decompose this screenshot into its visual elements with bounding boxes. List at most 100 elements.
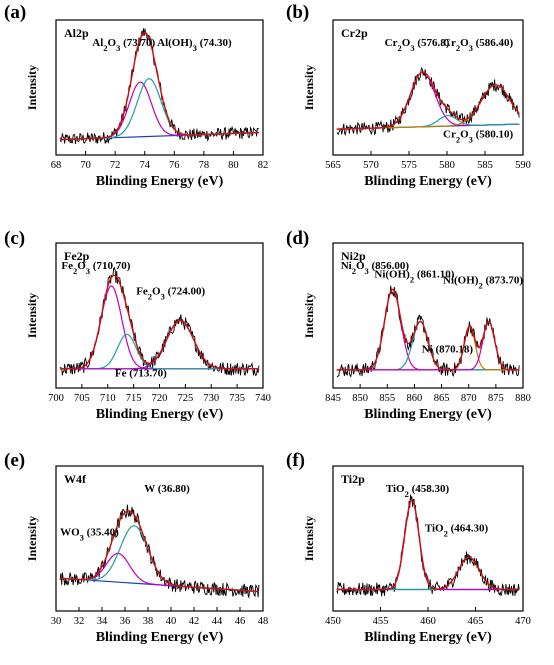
panel-label: (c) bbox=[4, 228, 25, 249]
peak-annotation-1: Al(OH)3 (74.30) bbox=[157, 37, 232, 53]
plot-frame bbox=[332, 242, 524, 389]
component-peak-1 bbox=[60, 333, 259, 370]
x-tick-label: 38 bbox=[143, 616, 154, 627]
x-axis-label: Blinding Energy (eV) bbox=[96, 407, 224, 422]
x-axis-label: Blinding Energy (eV) bbox=[364, 630, 492, 645]
x-tick-label: 565 bbox=[325, 160, 341, 171]
x-tick-label: 42 bbox=[189, 616, 200, 627]
fit-envelope-line bbox=[60, 510, 259, 593]
panel-5: (f) Ti2p 450 455 460 465 470 Blinding Energy (e… bbox=[286, 450, 531, 645]
x-tick-label: 72 bbox=[110, 160, 121, 171]
x-tick-label: 570 bbox=[363, 160, 379, 171]
x-tick-label: 70 bbox=[80, 160, 91, 171]
x-tick-label: 730 bbox=[203, 393, 219, 404]
x-tick-label: 845 bbox=[325, 393, 341, 404]
plot-frame bbox=[332, 19, 524, 156]
element-title: Fe2p bbox=[64, 249, 90, 263]
component-peak-0 bbox=[60, 552, 259, 593]
x-tick-label: 68 bbox=[51, 160, 62, 171]
panel-label: (e) bbox=[4, 450, 25, 471]
element-title: Ni2p bbox=[341, 249, 366, 263]
x-tick-label: 855 bbox=[379, 393, 395, 404]
plot-frame bbox=[55, 465, 264, 612]
element-title: W4f bbox=[64, 472, 87, 486]
x-tick-label: 82 bbox=[258, 160, 269, 171]
y-axis-label: Intensity bbox=[302, 516, 316, 561]
x-axis-label: Blinding Energy (eV) bbox=[96, 630, 224, 645]
panel-label: (b) bbox=[286, 2, 309, 23]
panel-0: (a) Al2p 68 70 72 74 76 78 80 82 Blinding Energy (… bbox=[4, 2, 268, 189]
peak-annotation-3: Ni(OH)2 (873.70) bbox=[443, 275, 523, 291]
y-axis-label: Intensity bbox=[302, 65, 316, 110]
raw-spectrum-line bbox=[336, 494, 520, 597]
x-tick-label: 30 bbox=[51, 616, 62, 627]
x-tick-label: 78 bbox=[199, 160, 210, 171]
peak-annotation-0: WO3 (35.40) bbox=[60, 526, 119, 542]
x-tick-label: 715 bbox=[126, 393, 142, 404]
peak-annotation-1: W (36.80) bbox=[144, 483, 190, 495]
x-tick-label: 74 bbox=[139, 160, 150, 171]
x-axis-label: Blinding Energy (eV) bbox=[364, 174, 492, 189]
component-peak-0 bbox=[336, 71, 520, 130]
element-title: Al2p bbox=[64, 26, 89, 40]
panel-4: (e) W4f 30 32 34 36 38 40 42 44 46 48 Blinding Energ… bbox=[4, 450, 268, 645]
x-tick-label: 450 bbox=[325, 616, 341, 627]
plot-frame bbox=[55, 19, 264, 156]
peak-annotation-0: Al2O3 (73.70) bbox=[92, 37, 155, 53]
x-tick-label: 32 bbox=[74, 616, 85, 627]
x-tick-label: 700 bbox=[48, 393, 64, 404]
element-title: Cr2p bbox=[341, 26, 368, 40]
x-tick-label: 585 bbox=[477, 160, 493, 171]
x-tick-label: 48 bbox=[258, 616, 269, 627]
peak-annotation-1: Ni(OH)2 (861.10) bbox=[374, 269, 454, 285]
x-tick-label: 740 bbox=[255, 393, 271, 404]
peak-annotation-0: Ni2O3 (856.00) bbox=[341, 260, 410, 276]
x-tick-label: 44 bbox=[212, 616, 223, 627]
raw-spectrum-line bbox=[59, 268, 260, 377]
fit-envelope-line bbox=[60, 274, 259, 370]
x-tick-label: 850 bbox=[352, 393, 368, 404]
peak-annotation-0: Cr2O3 (576.8) bbox=[385, 37, 450, 53]
x-tick-label: 860 bbox=[407, 393, 423, 404]
peak-annotation-2: Ni (870.18) bbox=[422, 343, 474, 355]
panel-2: (c) Fe2p 700 705 710 715 720 725 730 735 740 Blindi… bbox=[4, 228, 271, 422]
peak-annotation-2: Cr2O3 (586.40) bbox=[443, 37, 514, 53]
x-tick-label: 470 bbox=[515, 616, 531, 627]
x-tick-label: 580 bbox=[439, 160, 455, 171]
element-title: Ti2p bbox=[341, 472, 365, 486]
fit-envelope-line bbox=[336, 71, 520, 130]
x-axis-label: Blinding Energy (eV) bbox=[364, 407, 492, 422]
peak-annotation-0: TiO2 (458.30) bbox=[386, 483, 450, 499]
peak-annotation-1: Cr2O3 (580.10) bbox=[443, 129, 514, 145]
panel-label: (a) bbox=[4, 2, 26, 23]
panel-1: (b) Cr2p 565 570 575 580 585 590 Blinding Energy… bbox=[286, 2, 531, 189]
x-tick-label: 36 bbox=[120, 616, 131, 627]
x-tick-label: 34 bbox=[97, 616, 108, 627]
x-tick-label: 720 bbox=[152, 393, 168, 404]
panel-label: (d) bbox=[286, 228, 309, 249]
fit-envelope-line bbox=[60, 31, 259, 141]
y-axis-label: Intensity bbox=[302, 293, 316, 338]
peak-annotation-1: Fe (713.70) bbox=[115, 367, 167, 379]
component-peak-0 bbox=[336, 499, 520, 591]
y-axis-label: Intensity bbox=[25, 516, 39, 561]
x-tick-label: 575 bbox=[401, 160, 417, 171]
x-tick-label: 710 bbox=[100, 393, 116, 404]
x-tick-label: 880 bbox=[515, 393, 531, 404]
x-tick-label: 875 bbox=[488, 393, 504, 404]
x-tick-label: 870 bbox=[461, 393, 477, 404]
y-axis-label: Intensity bbox=[25, 293, 39, 338]
panel-label: (f) bbox=[286, 450, 305, 471]
x-tick-label: 40 bbox=[166, 616, 177, 627]
x-tick-label: 460 bbox=[420, 616, 436, 627]
panel-3: (d) Ni2p 845 850 855 860 865 870 875 880 Blinding … bbox=[286, 228, 531, 422]
x-tick-label: 590 bbox=[515, 160, 531, 171]
y-axis-label: Intensity bbox=[25, 65, 39, 110]
x-tick-label: 46 bbox=[235, 616, 246, 627]
x-tick-label: 865 bbox=[434, 393, 450, 404]
peak-annotation-2: Fe2O3 (724.00) bbox=[136, 286, 205, 302]
x-axis-label: Blinding Energy (eV) bbox=[96, 174, 224, 189]
x-tick-label: 735 bbox=[229, 393, 245, 404]
raw-spectrum-line bbox=[336, 285, 520, 378]
